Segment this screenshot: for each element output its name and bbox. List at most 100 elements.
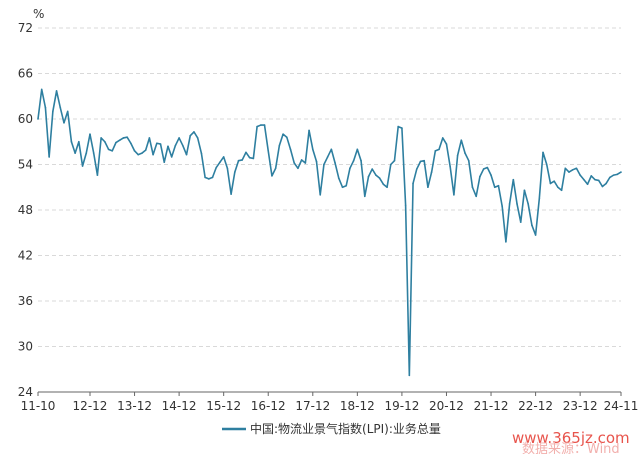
data-point	[620, 171, 622, 173]
data-point	[375, 174, 377, 176]
data-point	[263, 124, 266, 126]
data-point	[81, 165, 84, 167]
data-point	[523, 189, 526, 192]
data-point	[40, 88, 43, 91]
data-point	[590, 175, 593, 177]
data-point	[286, 136, 288, 138]
data-point	[516, 203, 518, 205]
data-point	[378, 177, 381, 179]
data-point	[579, 174, 581, 176]
data-point	[196, 137, 199, 139]
data-point	[48, 156, 50, 158]
data-point	[126, 136, 128, 138]
data-point	[367, 175, 370, 178]
data-point	[493, 186, 496, 189]
data-point	[512, 178, 515, 181]
data-point	[445, 143, 448, 145]
data-point	[415, 168, 418, 170]
data-point	[441, 137, 444, 139]
data-point	[601, 185, 604, 188]
data-point	[297, 167, 299, 170]
y-tick-label: 72	[18, 21, 33, 35]
data-point	[393, 159, 396, 162]
data-point	[304, 162, 307, 164]
y-tick-label: 66	[18, 67, 33, 81]
data-point	[104, 140, 106, 143]
data-point	[118, 139, 121, 142]
data-point	[52, 110, 54, 113]
data-point	[122, 137, 125, 139]
data-point	[100, 137, 102, 139]
data-point	[252, 157, 255, 160]
watermark-source: 数据来源：Wind	[522, 442, 620, 454]
y-tick-label: 24	[18, 385, 33, 399]
x-tick-label: 23-12	[563, 399, 598, 413]
data-point	[222, 156, 225, 158]
series-line	[37, 88, 622, 377]
data-point	[609, 176, 611, 179]
data-point	[274, 167, 277, 170]
data-point	[163, 161, 166, 164]
data-point	[549, 182, 552, 185]
data-point	[356, 148, 359, 151]
data-point	[341, 186, 344, 189]
x-tick-label: 21-12	[474, 399, 509, 413]
data-point	[534, 234, 537, 236]
data-point	[430, 171, 433, 173]
data-point	[553, 180, 555, 182]
data-point	[386, 186, 388, 189]
y-tick-label: 48	[18, 203, 33, 217]
data-point	[453, 194, 455, 196]
data-point	[37, 118, 39, 120]
data-point	[571, 169, 574, 171]
data-point	[308, 129, 310, 132]
data-point	[323, 163, 325, 166]
data-point	[501, 205, 503, 208]
x-tick-label: 16-12	[251, 399, 286, 413]
y-tick-label: 30	[18, 340, 33, 354]
x-tick-label: 13-12	[117, 399, 152, 413]
data-point	[44, 106, 47, 109]
data-point	[408, 374, 411, 377]
data-point	[404, 204, 407, 207]
data-point	[144, 149, 147, 151]
data-point	[156, 142, 158, 145]
data-point	[597, 179, 600, 182]
x-tick-label: 22-12	[518, 399, 553, 413]
data-point	[531, 224, 533, 226]
data-point	[464, 152, 466, 154]
data-point	[74, 152, 76, 154]
data-point	[401, 127, 403, 129]
data-point	[363, 195, 366, 198]
data-point	[315, 160, 318, 163]
x-tick-label: 11-10	[21, 399, 56, 413]
y-tick-label: 42	[18, 249, 33, 263]
data-point	[545, 163, 548, 166]
data-point	[219, 161, 221, 164]
data-point	[289, 148, 292, 151]
data-point	[345, 184, 348, 187]
y-tick-label: 54	[18, 158, 33, 172]
data-point	[204, 176, 206, 179]
data-point	[159, 143, 162, 145]
y-unit-label: %	[33, 7, 44, 21]
data-point	[397, 125, 400, 128]
data-point	[337, 177, 340, 179]
data-point	[115, 141, 117, 144]
x-tick-label: 12-12	[73, 399, 108, 413]
data-point	[419, 160, 422, 163]
data-point	[178, 137, 180, 139]
data-point	[167, 145, 169, 148]
data-point	[557, 186, 559, 189]
data-point	[330, 148, 333, 151]
data-point	[519, 221, 522, 223]
data-point	[326, 156, 329, 158]
data-point	[174, 144, 177, 147]
data-point	[200, 152, 203, 154]
data-point	[215, 166, 218, 169]
series-layer	[37, 88, 622, 377]
data-point	[456, 154, 459, 157]
data-point	[560, 189, 563, 192]
data-point	[586, 183, 589, 186]
data-point	[508, 203, 511, 205]
